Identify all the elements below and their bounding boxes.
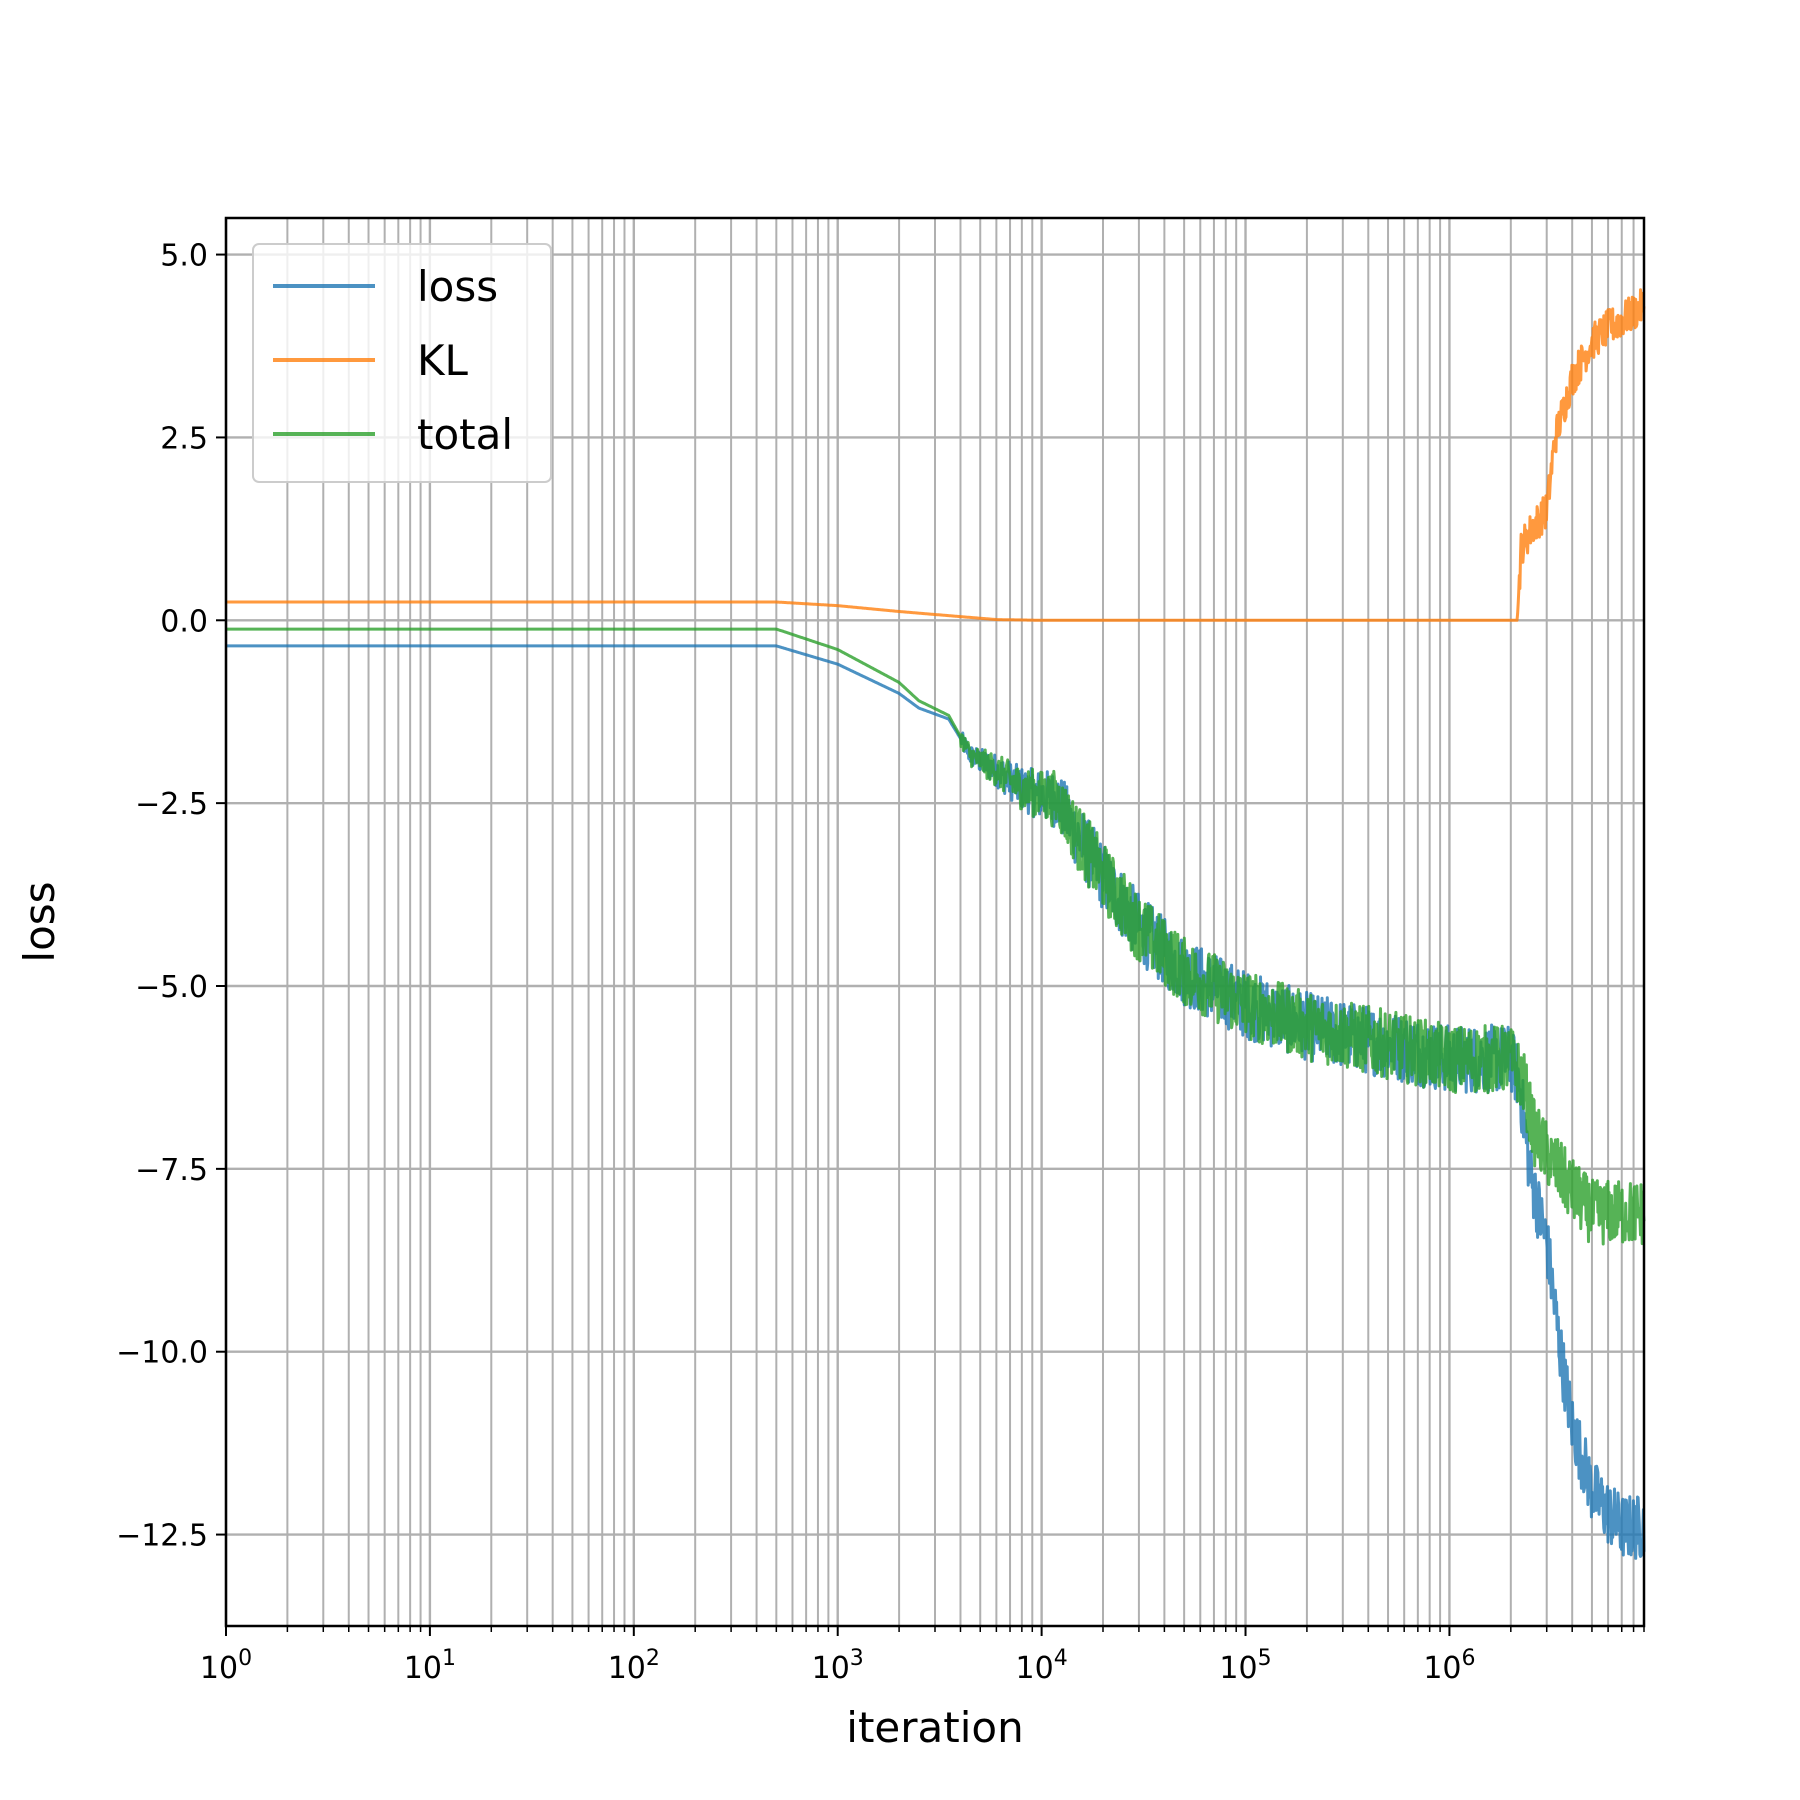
y-tick-label: −5.0	[135, 970, 208, 1005]
x-tick-exponent: 4	[1054, 1646, 1068, 1671]
y-tick-label: 0.0	[160, 604, 208, 639]
legend: loss KL total	[252, 243, 552, 483]
y-tick-label: −7.5	[135, 1153, 208, 1188]
x-tick-label: 105	[1219, 1646, 1271, 1686]
series-line-kl	[225, 288, 1646, 622]
x-tick-base: 10	[608, 1651, 646, 1686]
x-tick-label: 101	[404, 1646, 456, 1686]
x-tick-exponent: 6	[1462, 1646, 1476, 1671]
x-tick-label: 104	[1016, 1646, 1068, 1686]
x-tick-exponent: 2	[646, 1646, 660, 1671]
x-tick-exponent: 5	[1258, 1646, 1272, 1671]
x-tick-base: 10	[812, 1651, 850, 1686]
legend-label-kl: KL	[417, 336, 469, 385]
y-tick-label: −12.5	[116, 1519, 208, 1554]
y-tick-label: −10.0	[116, 1336, 208, 1371]
x-tick-exponent: 3	[850, 1646, 864, 1671]
y-tick-label: 5.0	[160, 239, 208, 274]
x-tick-label: 100	[200, 1646, 252, 1686]
x-tick-base: 10	[1219, 1651, 1257, 1686]
x-tick-exponent: 0	[238, 1646, 252, 1671]
x-tick-label: 102	[608, 1646, 660, 1686]
tick-group: 100 101 102 103 104 105 1065.02.50.0−2.5−5.0−7…	[116, 239, 1645, 1686]
x-axis-label: iteration	[846, 1703, 1023, 1752]
legend-label-total: total	[417, 410, 513, 459]
x-tick-base: 10	[1016, 1651, 1054, 1686]
x-tick-base: 10	[200, 1651, 238, 1686]
x-tick-base: 10	[404, 1651, 442, 1686]
y-tick-label: 2.5	[160, 421, 208, 456]
x-tick-label: 106	[1423, 1646, 1475, 1686]
x-tick-base: 10	[1423, 1651, 1461, 1686]
series-line-total	[225, 627, 1646, 1246]
y-axis-label: loss	[15, 881, 64, 962]
legend-box	[252, 243, 552, 483]
x-tick-label: 103	[812, 1646, 864, 1686]
legend-label-loss: loss	[417, 262, 498, 311]
series-group	[225, 288, 1646, 1560]
x-tick-exponent: 1	[442, 1646, 456, 1671]
y-tick-label: −2.5	[135, 787, 208, 822]
